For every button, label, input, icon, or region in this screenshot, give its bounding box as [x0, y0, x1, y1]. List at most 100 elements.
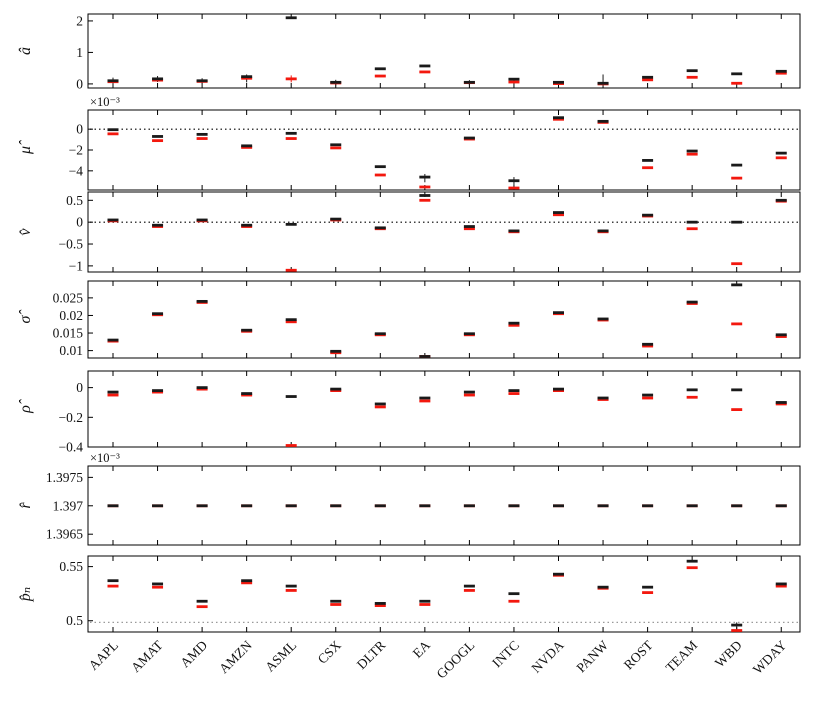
axes-box	[87, 191, 801, 273]
estimate-marker	[374, 504, 386, 508]
estimate-marker	[330, 504, 342, 508]
estimate-marker	[775, 584, 787, 588]
estimate-marker	[107, 579, 119, 583]
ticker-labels: AAPL AMAT AMD AMZN ASML CSX DLTR EA GOOGL INTC NVD…	[86, 637, 790, 682]
estimate-marker	[152, 77, 164, 81]
estimate-marker	[775, 504, 787, 508]
estimate-marker	[374, 173, 386, 177]
panel-mu-hat: 0 −2 −4 μ̂ ×10⁻³	[17, 95, 801, 191]
estimate-marker	[553, 213, 564, 217]
estimate-marker	[419, 175, 431, 179]
estimate-marker	[597, 504, 609, 508]
y-tick-label: 0	[76, 122, 83, 137]
y-tick-label: 0.01	[59, 343, 83, 358]
ticker-label: TEAM	[663, 638, 701, 676]
ticker-label: AMAT	[128, 637, 166, 675]
estimate-marker	[330, 349, 342, 353]
estimate-marker	[775, 401, 787, 404]
estimate-marker	[285, 395, 297, 398]
estimate-marker	[285, 504, 297, 508]
estimate-marker	[107, 584, 119, 588]
black-estimate-markers	[107, 504, 787, 508]
estimate-marker	[107, 504, 119, 508]
estimate-marker	[419, 198, 431, 202]
y-axis-label: â	[17, 47, 34, 55]
estimate-marker	[285, 589, 297, 592]
estimate-marker	[196, 605, 208, 609]
black-estimate-markers	[107, 559, 787, 627]
estimate-marker	[553, 504, 564, 508]
estimate-marker	[241, 393, 253, 397]
estimate-marker	[731, 623, 743, 627]
estimate-marker	[241, 145, 253, 149]
estimate-marker	[285, 137, 297, 140]
estimate-marker	[508, 392, 520, 395]
estimate-marker	[508, 323, 520, 327]
black-estimate-markers	[107, 16, 787, 85]
estimate-marker	[463, 332, 475, 336]
estimate-marker	[731, 504, 743, 508]
y-tick-label: 0.55	[59, 559, 83, 574]
estimate-marker	[731, 220, 743, 224]
red-estimate-markers	[107, 504, 787, 508]
estimate-marker	[107, 128, 119, 132]
estimate-marker	[285, 77, 297, 81]
estimate-marker	[686, 69, 698, 73]
estimate-marker	[463, 227, 475, 231]
panel-sigma-hat: 0.025 0.02 0.015 0.01 σ̂	[17, 280, 801, 359]
estimate-marker	[330, 217, 342, 221]
ticker-label: DLTR	[354, 638, 389, 673]
estimate-marker	[152, 390, 164, 394]
estimate-marker	[731, 176, 743, 180]
estimate-marker	[508, 389, 520, 392]
estimate-marker	[553, 80, 564, 84]
estimate-marker	[686, 227, 698, 231]
black-estimate-markers	[107, 194, 787, 233]
axes-box	[87, 13, 801, 89]
estimate-marker	[508, 504, 520, 508]
estimate-marker	[463, 504, 475, 508]
estimate-marker	[107, 132, 119, 136]
estimate-marker	[241, 579, 253, 583]
estimate-marker	[731, 81, 743, 85]
y-tick-label: 1	[76, 45, 83, 60]
estimate-marker	[152, 139, 164, 143]
estimate-marker	[419, 194, 431, 197]
estimate-marker	[330, 351, 342, 355]
estimate-marker	[597, 585, 609, 589]
black-estimate-markers	[107, 116, 787, 183]
y-axis-label: r̂	[17, 502, 34, 509]
estimate-marker	[553, 572, 564, 576]
y-tick-label: 1.3965	[46, 527, 83, 542]
estimate-marker	[642, 159, 654, 162]
estimate-marker	[374, 165, 386, 169]
red-estimate-markers	[107, 301, 787, 358]
y-axis-label: ρ̂	[17, 399, 34, 414]
estimate-marker	[330, 143, 342, 147]
estimate-marker	[463, 136, 475, 140]
y-tick-label: 0.5	[66, 613, 83, 628]
axes-box	[87, 280, 801, 359]
y-tick-label: 1.3975	[46, 470, 83, 485]
y-tick-label: 0	[76, 76, 83, 91]
estimate-marker	[775, 402, 787, 406]
estimate-marker	[241, 75, 253, 79]
estimate-marker	[775, 151, 787, 155]
estimate-marker	[775, 198, 787, 202]
y-tick-label: 0	[76, 380, 83, 395]
estimate-marker	[330, 387, 342, 391]
estimate-marker	[419, 70, 431, 74]
estimate-marker	[196, 299, 208, 303]
ticker-label: AAPL	[86, 638, 122, 674]
estimate-marker	[330, 599, 342, 603]
estimate-marker	[731, 388, 743, 392]
y-tick-label: 0.02	[59, 308, 83, 323]
black-estimate-markers	[107, 283, 787, 358]
estimate-marker	[241, 76, 253, 80]
y-tick-label: −1	[69, 258, 83, 273]
estimate-marker	[508, 321, 520, 325]
estimate-marker	[419, 355, 431, 358]
estimate-marker	[196, 504, 208, 508]
estimate-marker	[463, 584, 475, 588]
